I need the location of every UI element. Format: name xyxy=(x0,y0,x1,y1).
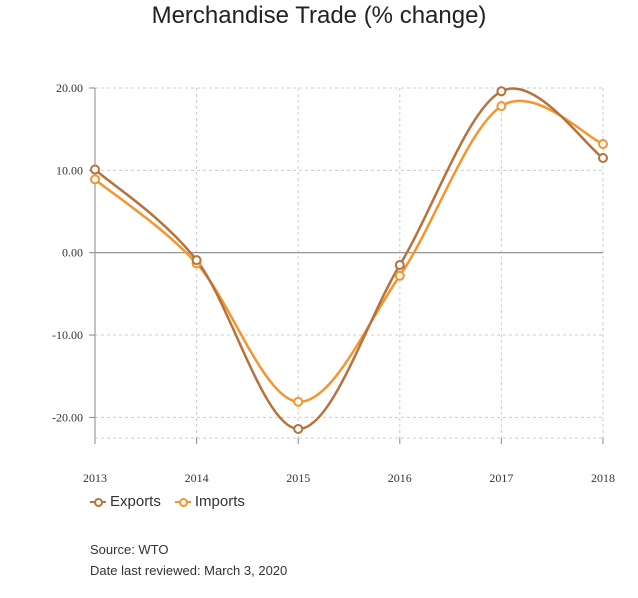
x-tick-label: 2015 xyxy=(286,471,310,485)
data-point-imports[interactable] xyxy=(598,139,608,149)
series-lines xyxy=(94,87,604,431)
legend-item-exports[interactable]: Exports xyxy=(90,493,161,510)
data-point-exports[interactable] xyxy=(90,164,100,175)
source-note: Source: WTO xyxy=(90,542,169,557)
axes xyxy=(89,87,604,444)
x-tick-label: 2014 xyxy=(185,471,209,485)
series-points xyxy=(90,86,608,434)
data-point-imports[interactable] xyxy=(496,101,507,112)
y-tick-label: -10.00 xyxy=(52,328,83,342)
data-point-imports[interactable] xyxy=(394,270,405,281)
data-point-exports[interactable] xyxy=(496,86,507,97)
x-tick-label: 2013 xyxy=(83,471,107,485)
y-tick-label: 0.00 xyxy=(62,246,83,260)
legend-item-imports[interactable]: Imports xyxy=(174,493,245,510)
data-point-imports[interactable] xyxy=(90,174,100,185)
legend-swatch-exports xyxy=(90,497,106,507)
data-point-exports[interactable] xyxy=(394,260,405,271)
chart-notes: Source: WTO Date last reviewed: March 3,… xyxy=(90,539,287,581)
series-line-exports xyxy=(94,87,604,431)
y-tick-label: 20.00 xyxy=(56,81,83,95)
legend: Exports Imports xyxy=(90,493,245,510)
data-point-exports[interactable] xyxy=(598,153,608,163)
data-point-exports[interactable] xyxy=(191,255,202,266)
grid-lines xyxy=(95,87,604,439)
series-line-imports xyxy=(94,99,604,404)
x-tick-label: 2017 xyxy=(489,471,513,485)
legend-label-imports: Imports xyxy=(194,493,245,510)
legend-label-exports: Exports xyxy=(110,493,161,510)
review-date: Date last reviewed: March 3, 2020 xyxy=(90,563,288,578)
data-point-exports[interactable] xyxy=(293,423,304,434)
x-tick-label: 2018 xyxy=(591,471,615,485)
y-tick-label: -20.00 xyxy=(52,410,83,424)
y-tick-label: 10.00 xyxy=(56,163,83,177)
legend-swatch-imports xyxy=(174,497,191,507)
chart-title: Merchandise Trade (% change) xyxy=(151,2,487,29)
data-point-imports[interactable] xyxy=(293,396,304,407)
x-tick-label: 2016 xyxy=(388,471,412,485)
tick-labels: 20.00 10.00 0.00 -10.00 -20.00 2013 2014 2015 20… xyxy=(52,81,615,485)
